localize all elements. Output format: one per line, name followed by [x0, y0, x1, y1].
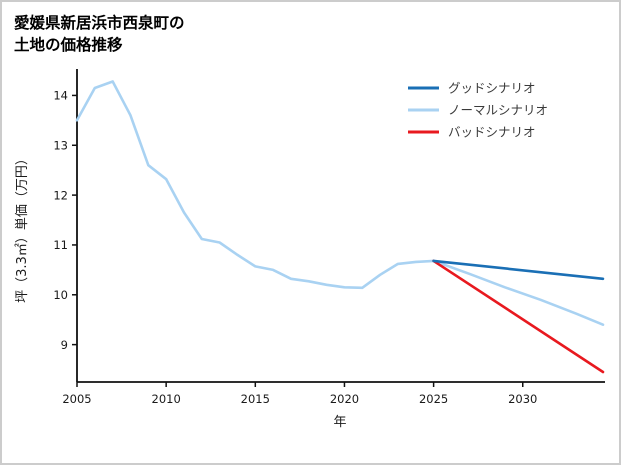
chart-title-line2: 土地の価格推移: [14, 36, 123, 55]
series-line-good: [432, 259, 605, 281]
y-tick-label: 11: [53, 238, 68, 252]
x-tick-label: 2025: [419, 392, 448, 406]
y-tick-label: 13: [53, 138, 68, 152]
legend-label-good: グッドシナリオ: [448, 80, 536, 95]
legend-label-bad: バッドシナリオ: [448, 124, 536, 139]
x-axis-label: 年: [333, 415, 346, 430]
x-tick-label: 2030: [508, 392, 537, 406]
series-line-bad: [432, 259, 605, 374]
chart-title-line1: 愛媛県新居浜市西泉町の: [14, 14, 185, 32]
x-tick-label: 2010: [152, 392, 181, 406]
y-tick-label: 9: [61, 338, 68, 352]
x-tick-label: 2005: [62, 392, 91, 406]
chart-title: 愛媛県新居浜市西泉町の 土地の価格推移: [2, 2, 619, 57]
y-tick-label: 10: [53, 288, 68, 302]
price-trend-chart: 9 10 11 12 13 14 2005 2010 2015 2020 2025 2030 年 坪（3.…: [14, 68, 605, 430]
x-tick-label: 2020: [330, 392, 359, 406]
y-tick-label: 12: [53, 188, 68, 202]
y-tick-label: 14: [53, 89, 68, 103]
x-tick-label: 2015: [241, 392, 270, 406]
series-line-normal: [75, 80, 605, 326]
legend-label-normal: ノーマルシナリオ: [448, 102, 548, 117]
y-axis-label: 坪（3.3㎡）単価（万円）: [14, 152, 30, 303]
